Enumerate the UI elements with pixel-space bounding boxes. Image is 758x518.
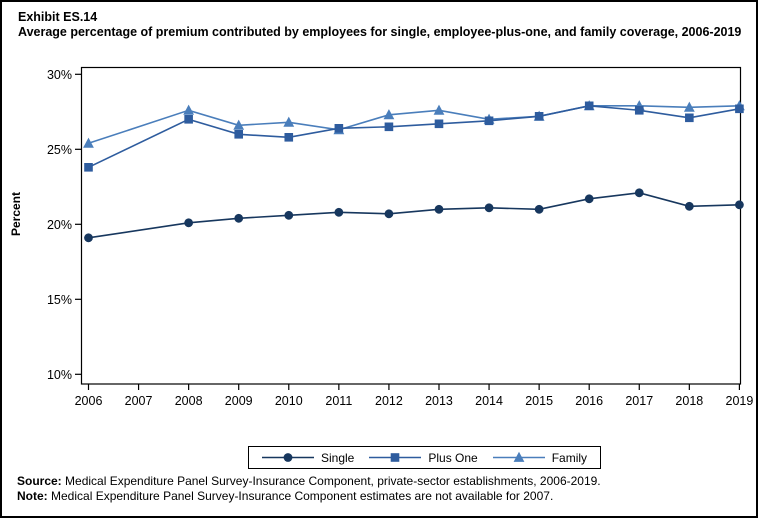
plus-one-legend-marker-icon [369,453,422,462]
circle-marker-icon [484,203,494,213]
y-tick-label: 10% [47,368,72,382]
legend-label: Family [551,450,588,465]
circle-marker-icon [735,200,744,210]
y-axis: 30% 25% 20% 15% 10% [47,68,82,382]
triangle-marker-icon [513,451,525,462]
square-marker-icon [484,116,494,126]
x-tick-label: 2011 [325,394,352,408]
circle-marker-icon [534,204,544,214]
circle-marker-icon [384,209,394,219]
circle-marker-icon [584,194,594,204]
x-tick-label: 2006 [75,394,103,408]
x-tick-label: 2012 [375,394,403,408]
family-legend-marker-icon [492,451,545,462]
square-marker-icon [735,104,744,114]
square-marker-icon [384,122,394,132]
legend-item-family: Family [492,450,588,465]
series-family [83,100,745,148]
y-tick-label: 25% [47,143,72,157]
circle-marker-icon [334,207,344,217]
source-text: Medical Expenditure Panel Survey-Insuran… [61,474,601,488]
legend-item-single: Single [262,451,354,465]
circle-marker-icon [184,218,194,228]
x-tick-label: 2019 [726,394,754,408]
circle-marker-icon [434,204,444,214]
square-marker-icon [334,124,344,133]
legend-item-plus-one: Plus One [369,450,478,465]
y-tick-label: 30% [47,68,72,82]
source-label: Source: [17,474,62,488]
triangle-marker-icon [383,109,395,120]
circle-marker-icon [234,213,244,223]
footer: Source: Medical Expenditure Panel Survey… [17,474,747,504]
legend: Single Plus One Family [248,446,602,469]
x-tick-label: 2009 [225,394,253,408]
x-tick-label: 2013 [425,394,453,408]
triangle-marker-icon [283,116,295,127]
square-marker-icon [391,453,400,462]
square-marker-icon [685,113,694,123]
x-tick-label: 2007 [125,394,153,408]
legend-label: Plus One [428,450,478,465]
circle-marker-icon [84,233,93,243]
y-tick-label: 15% [47,293,72,307]
x-tick-label: 2015 [525,394,553,408]
triangle-marker-icon [233,119,245,130]
square-marker-icon [284,133,294,142]
x-tick-label: 2010 [275,394,303,408]
square-marker-icon [234,130,244,139]
note-label: Note: [17,489,48,503]
source-note: Source: Medical Expenditure Panel Survey… [17,474,747,489]
circle-marker-icon [684,201,694,211]
square-marker-icon [184,115,193,124]
square-marker-icon [434,119,444,129]
circle-marker-icon [634,188,644,198]
availability-note: Note: Medical Expenditure Panel Survey-I… [17,489,747,504]
title-block: Exhibit ES.14 Average percentage of prem… [18,10,756,40]
series-plus-one [84,101,744,172]
x-tick-label: 2016 [575,394,603,408]
y-tick-label: 20% [47,218,72,232]
triangle-marker-icon [183,104,195,115]
plot-border [80,66,742,385]
triangle-marker-icon [83,137,94,148]
square-marker-icon [634,106,644,115]
chart-title: Average percentage of premium contribute… [18,25,742,39]
series-line [88,191,740,239]
x-axis: 2006 2007 2008 2009 2010 2011 2012 2013 2014 2015… [75,384,754,408]
triangle-marker-icon [683,101,695,112]
square-marker-icon [584,101,594,111]
note-text: Medical Expenditure Panel Survey-Insuran… [47,489,554,503]
x-tick-label: 2017 [625,394,653,408]
circle-marker-icon [283,453,293,462]
square-marker-icon [84,163,93,172]
exhibit-number: Exhibit ES.14 [18,10,98,24]
legend-label: Single [321,450,355,465]
series-single [84,188,744,243]
x-tick-label: 2018 [675,394,703,408]
square-marker-icon [534,112,544,121]
triangle-marker-icon [433,104,445,115]
single-legend-marker-icon [262,453,314,462]
x-tick-label: 2008 [175,394,203,408]
circle-marker-icon [284,210,294,220]
x-tick-label: 2014 [475,394,503,408]
